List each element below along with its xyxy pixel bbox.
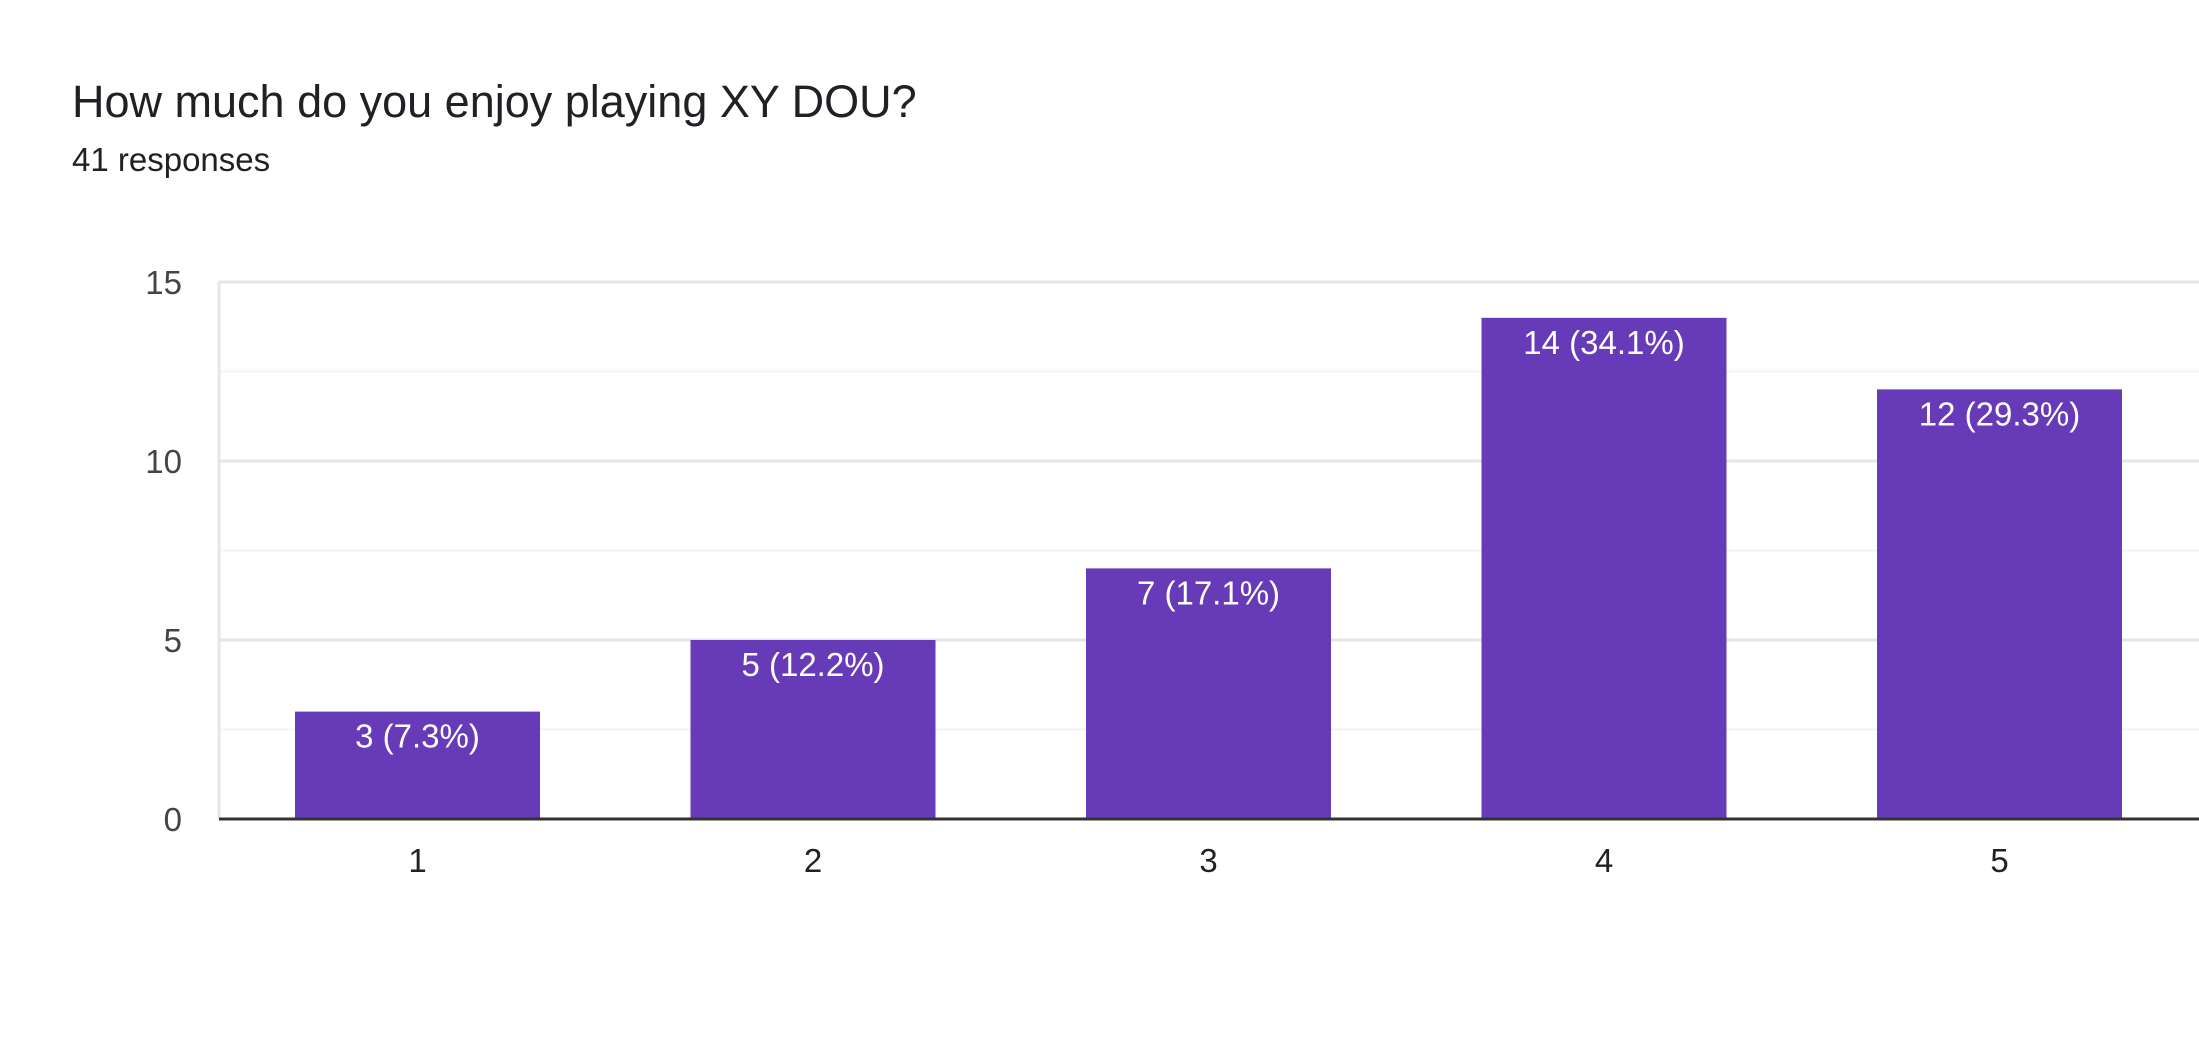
bar-5: [1877, 389, 2122, 819]
x-tick-label: 5: [1990, 842, 2008, 879]
data-label: 14 (34.1%): [1523, 324, 1684, 361]
x-tick-label: 2: [804, 842, 822, 879]
bar-3: [1086, 568, 1331, 819]
data-label: 7 (17.1%): [1137, 574, 1280, 611]
question-title: How much do you enjoy playing XY DOU?: [72, 76, 917, 127]
y-tick-label: 0: [164, 801, 182, 838]
bar-1: [295, 711, 540, 819]
x-tick-label: 3: [1199, 842, 1217, 879]
bar-2: [690, 640, 936, 819]
chart-header: How much do you enjoy playing XY DOU? 41…: [72, 72, 917, 182]
y-tick-label: 15: [145, 264, 182, 301]
data-label: 12 (29.3%): [1919, 395, 2080, 432]
response-count: 41 responses: [72, 141, 271, 178]
y-tick-label: 5: [164, 622, 182, 659]
data-label: 3 (7.3%): [355, 718, 480, 755]
y-tick-label: 10: [145, 443, 182, 480]
x-tick-label: 1: [408, 842, 426, 879]
data-label: 5 (12.2%): [741, 646, 884, 683]
x-tick-label: 4: [1595, 842, 1613, 879]
bar-4: [1481, 317, 1727, 819]
